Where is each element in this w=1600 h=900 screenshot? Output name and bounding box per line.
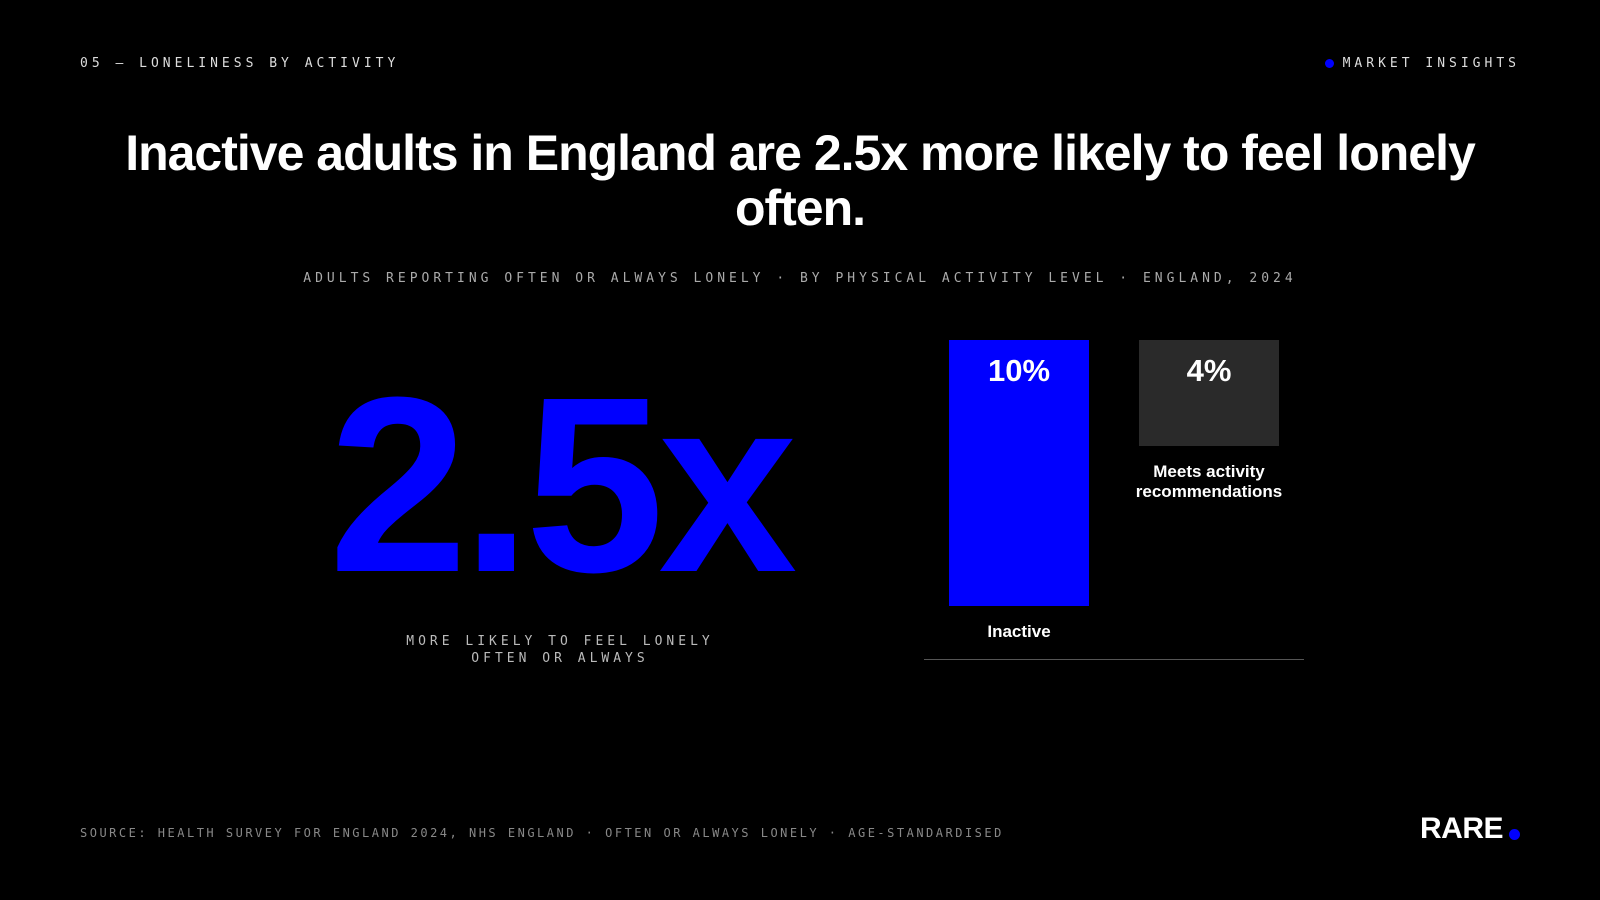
value-label: 10%: [987, 353, 1051, 388]
headline: Inactive adults in England are 2.5x more…: [125, 125, 1476, 236]
source: SOURCE: HEALTH SURVEY FOR ENGLAND 2024, …: [80, 826, 1004, 840]
category-label: Meets activity recommendations: [1135, 462, 1283, 502]
chart-subtitle: ADULTS REPORTING OFTEN OR ALWAYS LONELY …: [303, 271, 1297, 286]
tag-text: MARKET INSIGHTS: [1342, 56, 1520, 71]
logo-dot: [1509, 829, 1520, 840]
bar: [949, 340, 1089, 606]
baseline: [924, 659, 1304, 660]
tag: MARKET INSIGHTS: [1324, 56, 1520, 71]
stat-caption: MORE LIKELY TO FEEL LONELY OFTEN OR ALWA…: [406, 634, 714, 666]
value-label: 4%: [1186, 353, 1232, 388]
stat-value: 2.5x: [328, 345, 798, 624]
logo-text: RARE: [1419, 812, 1504, 845]
section-label: 05 — LONELINESS BY ACTIVITY: [80, 56, 400, 71]
category-label: Inactive: [987, 622, 1051, 641]
bar: [1139, 340, 1279, 447]
tag-dot: [1324, 59, 1334, 68]
logo: RARE: [1420, 812, 1520, 846]
